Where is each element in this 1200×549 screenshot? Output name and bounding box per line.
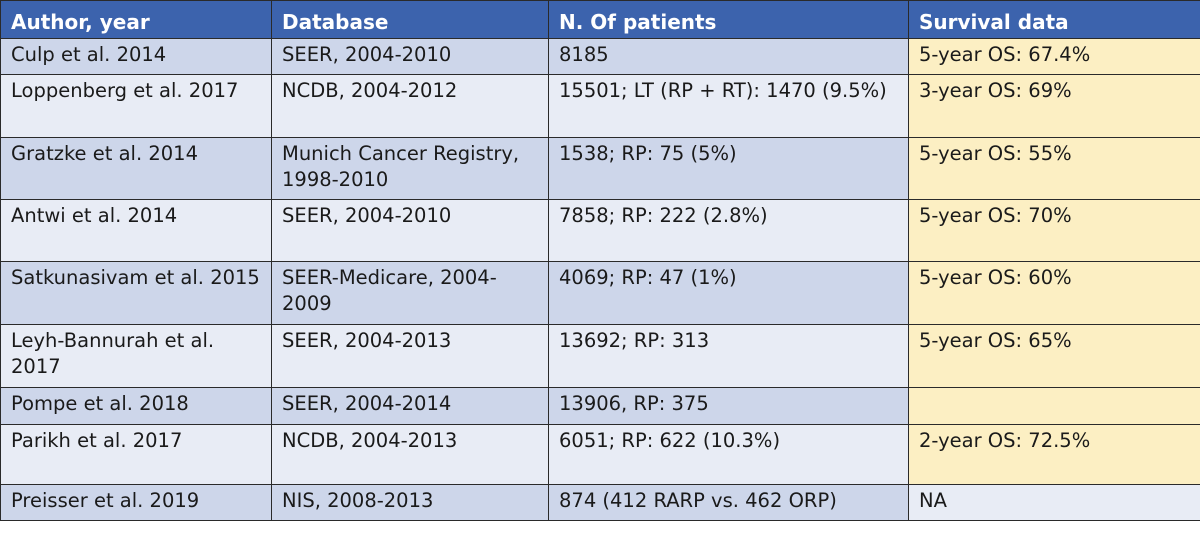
cell-patients: 874 (412 RARP vs. 462 ORP) [548, 484, 909, 521]
cell-database: NCDB, 2004-2013 [271, 424, 549, 485]
cell-patients: 4069; RP: 47 (1%) [548, 261, 909, 325]
cell-author: Satkunasivam et al. 2015 [0, 261, 272, 325]
cell-author: Parikh et al. 2017 [0, 424, 272, 485]
table-row: Pompe et al. 2018 SEER, 2004-2014 13906,… [0, 387, 1200, 425]
header-patients: N. Of patients [548, 0, 909, 39]
cell-database: SEER-Medicare, 2004-2009 [271, 261, 549, 325]
cell-survival: 5-year OS: 70% [908, 199, 1200, 262]
cell-patients: 6051; RP: 622 (10.3%) [548, 424, 909, 485]
cell-author: Leyh-Bannurah et al. 2017 [0, 324, 272, 388]
cell-patients: 8185 [548, 38, 909, 75]
cell-patients: 15501; LT (RP + RT): 1470 (9.5%) [548, 74, 909, 138]
table-row: Satkunasivam et al. 2015 SEER-Medicare, … [0, 261, 1200, 325]
cell-author: Pompe et al. 2018 [0, 387, 272, 425]
table-row: Gratzke et al. 2014 Munich Cancer Regist… [0, 137, 1200, 200]
cell-survival [908, 387, 1200, 425]
table-row: Loppenberg et al. 2017 NCDB, 2004-2012 1… [0, 74, 1200, 138]
header-database: Database [271, 0, 549, 39]
cell-author: Gratzke et al. 2014 [0, 137, 272, 200]
header-row: Author, year Database N. Of patients Sur… [0, 0, 1200, 39]
cell-database: NCDB, 2004-2012 [271, 74, 549, 138]
cell-survival: 5-year OS: 67.4% [908, 38, 1200, 75]
cell-survival: 5-year OS: 65% [908, 324, 1200, 388]
cell-patients: 13692; RP: 313 [548, 324, 909, 388]
cell-patients: 7858; RP: 222 (2.8%) [548, 199, 909, 262]
cell-patients: 13906, RP: 375 [548, 387, 909, 425]
header-survival: Survival data [908, 0, 1200, 39]
table-row: Preisser et al. 2019 NIS, 2008-2013 874 … [0, 484, 1200, 521]
cell-author: Culp et al. 2014 [0, 38, 272, 75]
cell-database: Munich Cancer Registry, 1998-2010 [271, 137, 549, 200]
cell-database: NIS, 2008-2013 [271, 484, 549, 521]
cell-author: Preisser et al. 2019 [0, 484, 272, 521]
cell-author: Antwi et al. 2014 [0, 199, 272, 262]
cell-author: Loppenberg et al. 2017 [0, 74, 272, 138]
cell-survival: NA [908, 484, 1200, 521]
cell-survival: 5-year OS: 60% [908, 261, 1200, 325]
cell-database: SEER, 2004-2014 [271, 387, 549, 425]
table-row: Culp et al. 2014 SEER, 2004-2010 8185 5-… [0, 38, 1200, 75]
table-row: Antwi et al. 2014 SEER, 2004-2010 7858; … [0, 199, 1200, 262]
studies-table: Author, year Database N. Of patients Sur… [0, 0, 1200, 521]
table-row: Parikh et al. 2017 NCDB, 2004-2013 6051;… [0, 424, 1200, 485]
cell-database: SEER, 2004-2010 [271, 38, 549, 75]
cell-database: SEER, 2004-2010 [271, 199, 549, 262]
header-author-year: Author, year [0, 0, 272, 39]
cell-survival: 5-year OS: 55% [908, 137, 1200, 200]
table-row: Leyh-Bannurah et al. 2017 SEER, 2004-201… [0, 324, 1200, 388]
cell-survival: 2-year OS: 72.5% [908, 424, 1200, 485]
cell-survival: 3-year OS: 69% [908, 74, 1200, 138]
cell-patients: 1538; RP: 75 (5%) [548, 137, 909, 200]
cell-database: SEER, 2004-2013 [271, 324, 549, 388]
